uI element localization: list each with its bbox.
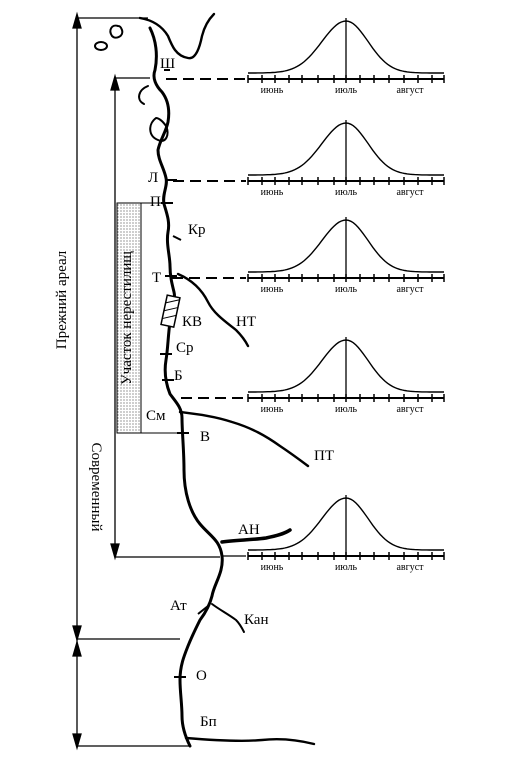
kv-dam-hatch-2	[163, 307, 178, 312]
label-sm: См	[146, 408, 166, 424]
river-mouth	[184, 736, 316, 746]
chart-month-label: август	[396, 85, 424, 96]
label-b: Б	[174, 368, 183, 384]
label-kr: Кр	[188, 222, 206, 238]
chart-month-label: июль	[335, 284, 358, 295]
tributary-an	[220, 528, 292, 544]
label-kan: Кан	[244, 612, 269, 628]
chart-month-label: август	[396, 187, 424, 198]
chart-month-label: август	[396, 284, 424, 295]
tributary-pt	[178, 410, 310, 468]
chart-curve	[248, 122, 444, 176]
river-lake	[149, 117, 169, 142]
chart-month-label: июль	[335, 85, 358, 96]
chart-month-label: июнь	[261, 562, 284, 573]
run-timing-charts: июнь июль август июнь июль август июнь июль авгу…	[247, 18, 445, 573]
river-upper-oxbow	[138, 85, 149, 105]
chart-curve	[248, 20, 444, 74]
current-range-arrow-up	[110, 73, 120, 91]
label-t: Т	[152, 270, 161, 286]
river-upper-branch	[138, 12, 216, 60]
chart-3: июнь июль август	[247, 217, 445, 295]
chart-curve	[248, 497, 444, 551]
chart-curve	[248, 339, 444, 393]
tick-kr	[172, 235, 182, 241]
chart-5: июнь июль август	[247, 495, 445, 573]
label-sh: Ш	[160, 56, 175, 72]
kv-dam-hatch-3	[162, 314, 177, 320]
chart-1: июнь июль август	[247, 18, 445, 96]
former-range-arrow-down	[72, 625, 82, 643]
lower-range-arrow-down	[72, 733, 82, 751]
chart-month-label: июль	[335, 562, 358, 573]
kv-dam-hatch-1	[165, 299, 180, 304]
lower-range-arrow-up	[72, 639, 82, 657]
chart-month-label: июнь	[261, 85, 284, 96]
chart-month-label: июль	[335, 187, 358, 198]
lake-small-1	[109, 24, 124, 39]
chart-connectors	[166, 78, 246, 399]
chart-curve	[248, 219, 444, 273]
tributary-kan	[211, 603, 245, 633]
current-range-bracket	[110, 73, 220, 561]
spawning-section-label: Участок нерестилищ	[119, 251, 135, 385]
label-at: Ат	[170, 598, 187, 614]
label-pt: ПТ	[314, 448, 334, 464]
chart-month-label: август	[396, 404, 424, 415]
chart-month-label: июнь	[261, 284, 284, 295]
chart-4: июнь июль август	[247, 337, 445, 415]
label-nt: НТ	[236, 314, 256, 330]
spawning-section-fill	[116, 202, 142, 434]
label-o: О	[196, 668, 207, 684]
label-an: АН	[238, 522, 260, 538]
lake-small-2	[94, 41, 108, 51]
tributary-nt	[176, 272, 250, 348]
chart-month-label: август	[396, 562, 424, 573]
tick-at	[197, 605, 209, 615]
station-ticks	[160, 69, 209, 678]
label-p: П	[150, 194, 161, 210]
former-range-arrow-up	[72, 11, 82, 29]
label-l: Л	[148, 170, 158, 186]
chart-month-label: июнь	[261, 404, 284, 415]
chart-month-label: июль	[335, 404, 358, 415]
former-range-label: Прежний ареал	[54, 250, 70, 349]
label-v: В	[200, 429, 210, 445]
current-range-arrow-down	[110, 543, 120, 561]
label-sr: Ср	[176, 340, 194, 356]
tributaries	[176, 272, 316, 746]
chart-month-label: июнь	[261, 187, 284, 198]
river-main	[138, 12, 224, 748]
label-kv: КВ	[182, 314, 202, 330]
former-range-bracket	[72, 11, 190, 751]
river-main-course	[148, 26, 224, 748]
current-range-label: Современный	[88, 442, 104, 531]
chart-2: июнь июль август	[247, 120, 445, 198]
kv-dam	[160, 294, 181, 329]
label-bp: Бп	[200, 714, 217, 730]
